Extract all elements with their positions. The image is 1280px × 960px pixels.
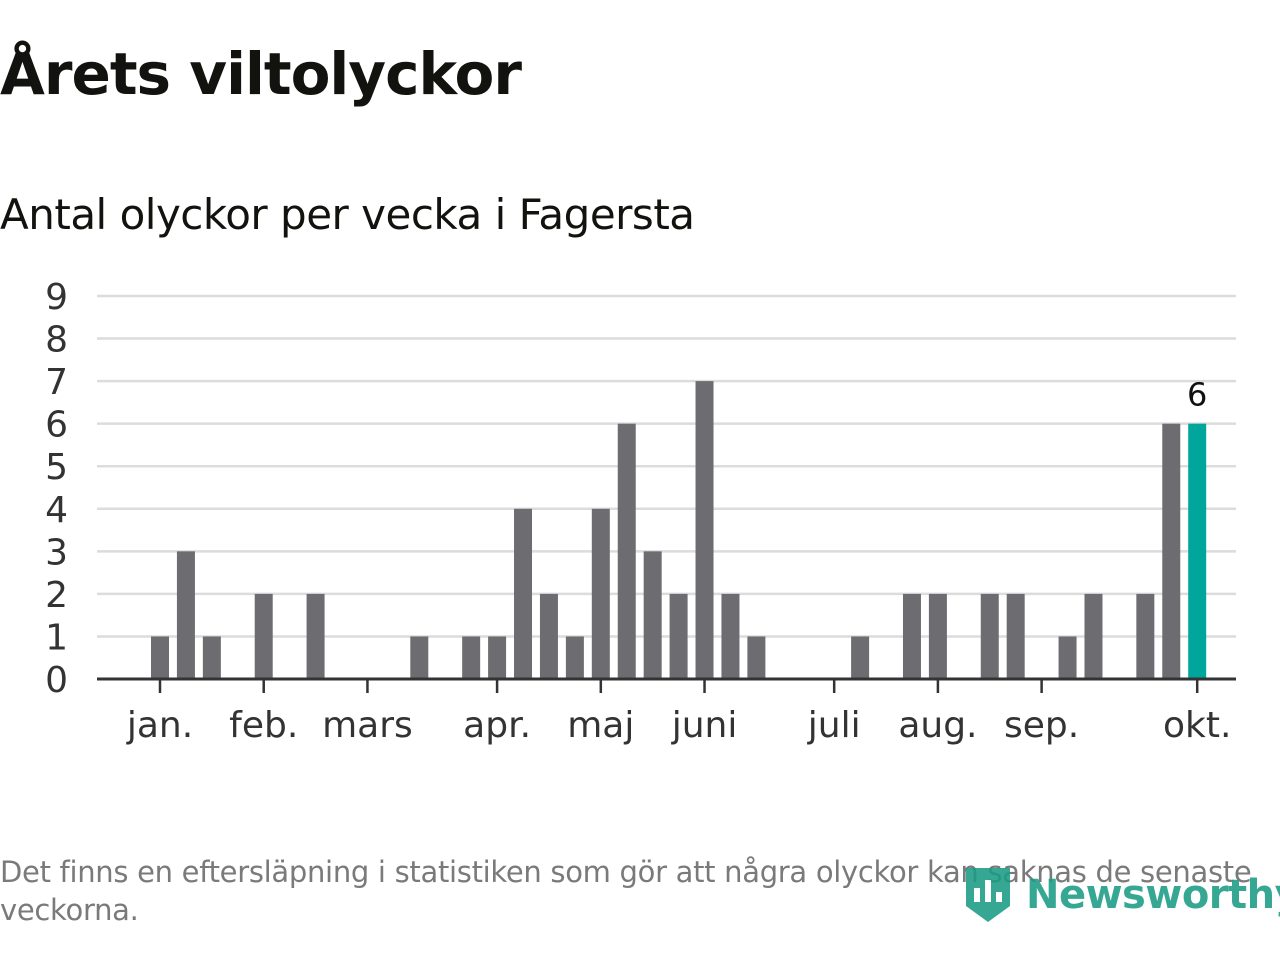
y-tick-label: 2 (45, 575, 68, 616)
bar (462, 636, 481, 679)
x-axis: jan. feb. mars apr. maj juni juli aug. sep. okt. (97, 677, 1236, 746)
chart-subtitle: Antal olyckor per vecka i Fagersta (0, 190, 695, 239)
x-tick-label: juni (671, 705, 738, 746)
bar (514, 508, 533, 679)
bar (410, 636, 429, 679)
bar (695, 381, 714, 679)
y-tick-label: 7 (45, 362, 68, 403)
x-tick-label: jan. (126, 705, 193, 746)
bar (306, 593, 325, 679)
y-tick-label: 9 (45, 277, 68, 318)
gridlines (97, 294, 1236, 638)
x-tick-label: sep. (1004, 705, 1079, 746)
data-label: 6 (1187, 376, 1207, 414)
bar (254, 593, 273, 679)
data-labels: 6 (1187, 376, 1207, 414)
bar (591, 508, 610, 679)
bar (643, 551, 662, 679)
bar (721, 593, 740, 679)
y-tick-label: 3 (45, 532, 68, 573)
bar (1136, 593, 1155, 679)
bar (928, 593, 947, 679)
newsworthy-logo: Newsworthy (962, 862, 1280, 928)
bar (747, 636, 766, 679)
x-tick-label: feb. (229, 705, 298, 746)
bars (151, 381, 1207, 679)
y-tick-label: 0 (45, 660, 68, 701)
bar (151, 636, 169, 679)
bar (980, 593, 999, 679)
x-tick-label: okt. (1163, 705, 1231, 746)
bar (488, 636, 507, 679)
bar (669, 593, 688, 679)
bar (617, 423, 636, 679)
x-tick-label: apr. (463, 705, 531, 746)
bar (176, 551, 195, 679)
newsworthy-logo-text: Newsworthy (1026, 872, 1280, 918)
y-tick-label: 6 (45, 405, 68, 446)
x-tick-label: juli (807, 705, 861, 746)
bar (851, 636, 870, 679)
y-tick-label: 5 (45, 447, 68, 488)
bar (1058, 636, 1077, 679)
y-tick-label: 1 (45, 617, 68, 658)
x-tick-label: mars (322, 705, 413, 746)
bar (202, 636, 221, 679)
bar (565, 636, 584, 679)
bar (1162, 423, 1181, 679)
x-tick-label: maj (567, 705, 634, 746)
x-tick-label: aug. (898, 705, 977, 746)
newsworthy-logo-icon (966, 868, 1010, 922)
chart-title: Årets viltolyckor (0, 40, 522, 108)
bar (539, 593, 558, 679)
footnote: Det finns en eftersläpning i statistiken… (0, 855, 1252, 927)
bar-highlighted (1188, 423, 1207, 679)
bar (902, 593, 921, 679)
bar (1084, 593, 1103, 679)
y-tick-label: 8 (45, 320, 68, 361)
bar (1006, 593, 1025, 679)
y-tick-label: 4 (45, 490, 68, 531)
